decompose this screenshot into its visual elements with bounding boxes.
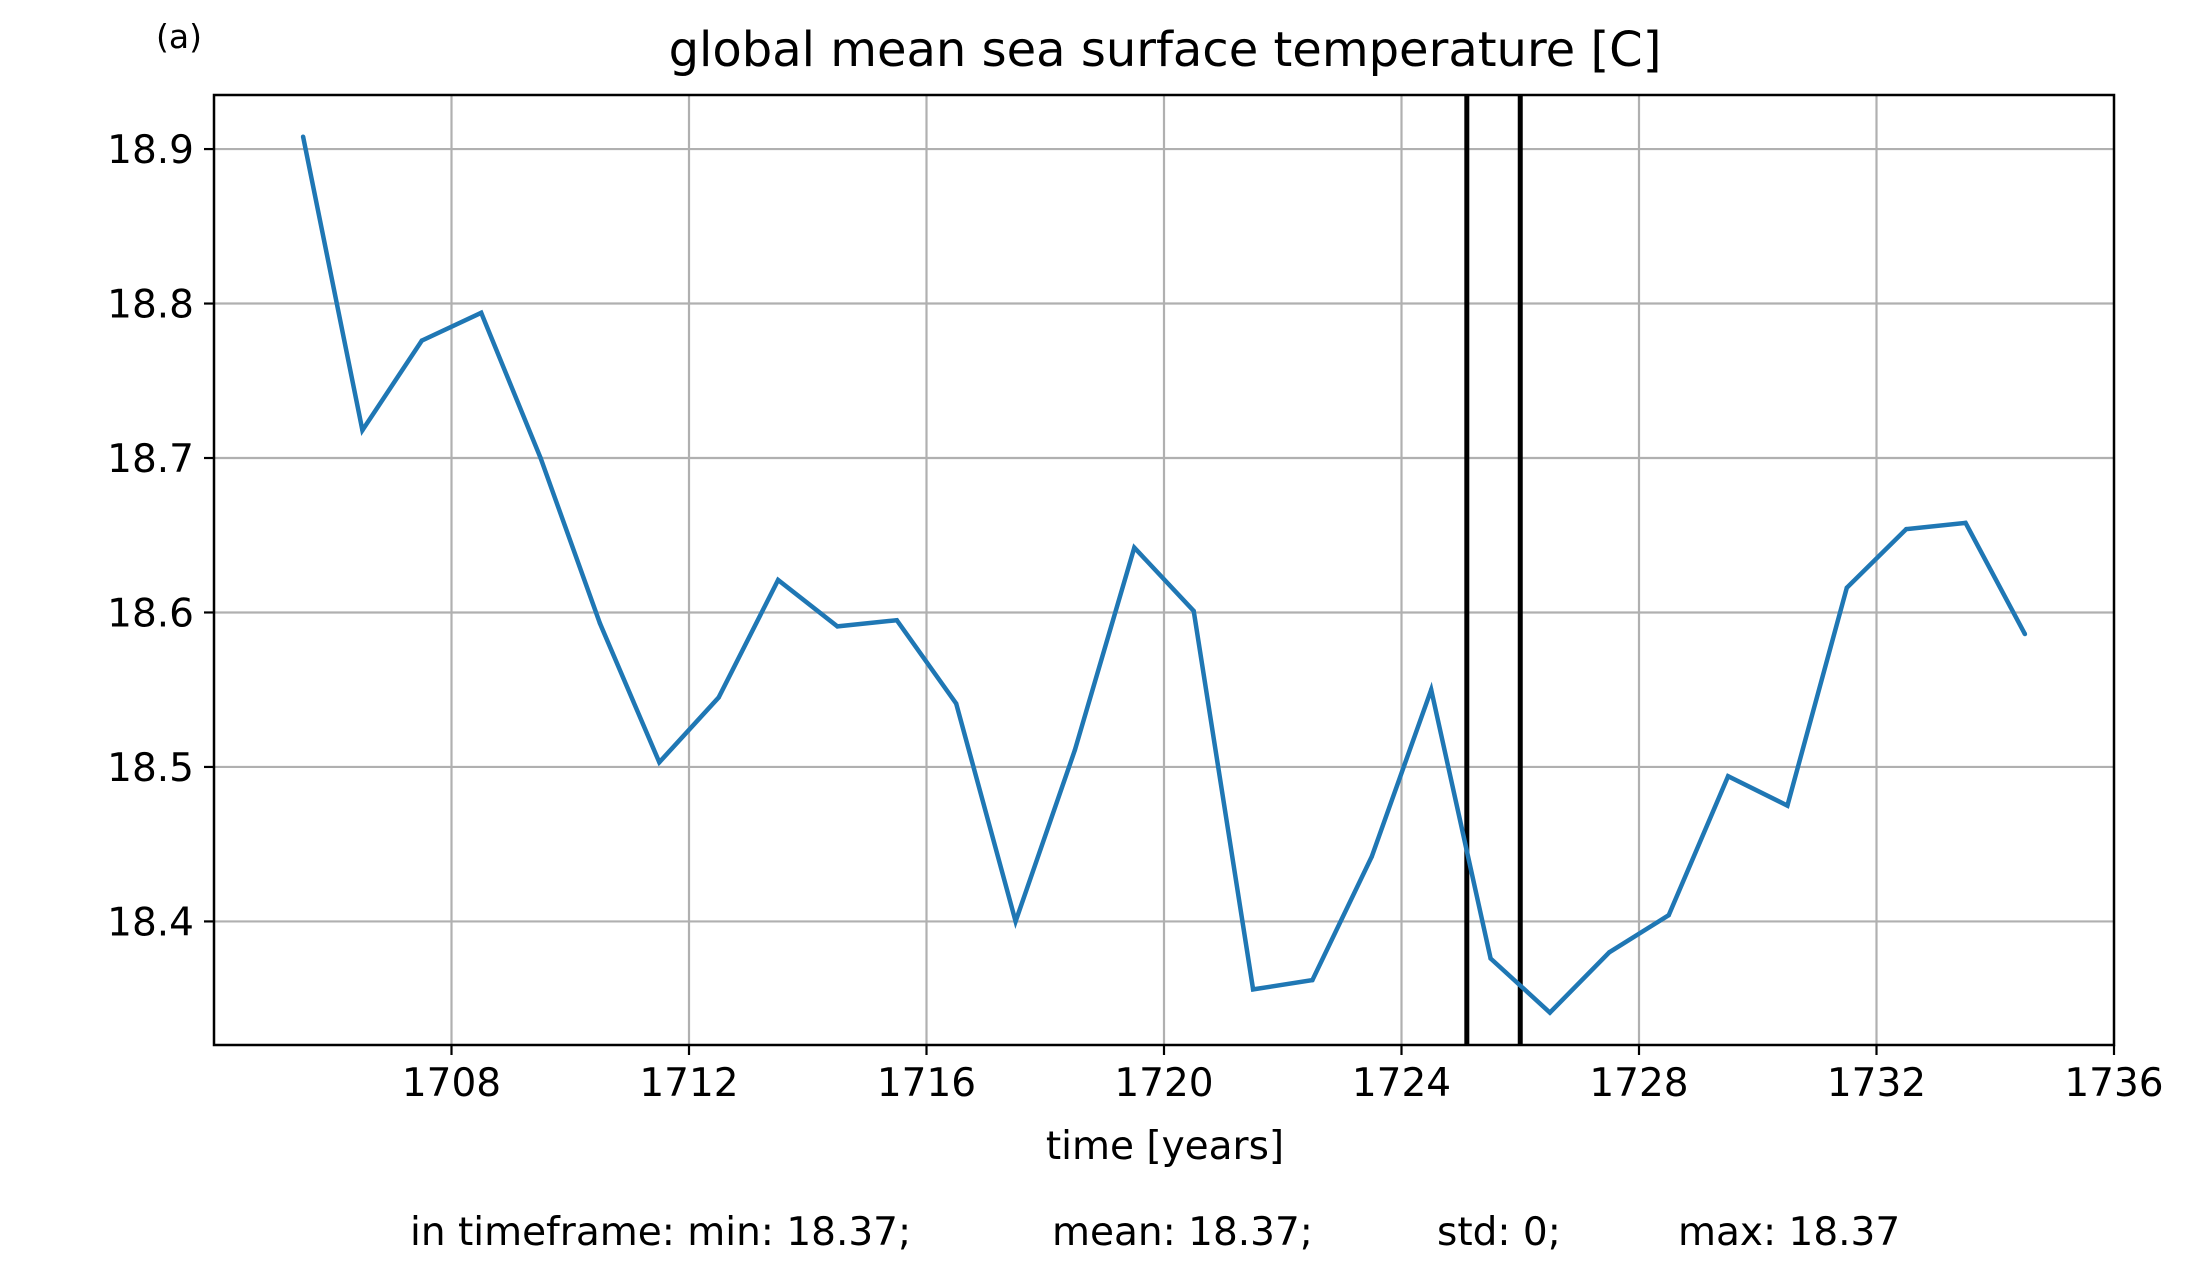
y-axis: 18.4 18.5 18.6 18.7 18.8 18.9	[107, 128, 214, 945]
data-point	[1666, 913, 1671, 918]
summary-max: max: 18.37	[1678, 1210, 1900, 1255]
y-tick-label: 18.7	[107, 437, 194, 482]
data-point	[478, 310, 484, 316]
data-point	[1607, 950, 1612, 955]
x-tick-label: 1724	[1352, 1061, 1451, 1106]
x-tick-label: 1708	[402, 1061, 501, 1106]
y-tick-label: 18.8	[107, 283, 194, 328]
data-point	[775, 577, 781, 583]
data-point	[894, 618, 900, 623]
summary-min: in timeframe: min: 18.37;	[410, 1210, 911, 1255]
data-point	[1250, 987, 1256, 992]
data-point	[1785, 803, 1790, 808]
data-point	[1963, 520, 1968, 526]
y-tick-label: 18.6	[107, 591, 194, 636]
x-axis-label: time [years]	[1046, 1124, 1284, 1169]
chart-title: global mean sea surface temperature [C]	[669, 22, 1662, 78]
x-tick-label: 1716	[877, 1061, 976, 1106]
data-point	[716, 695, 721, 700]
x-tick-label: 1732	[1827, 1061, 1926, 1106]
data-point	[1903, 526, 1909, 532]
x-tick-label: 1728	[1589, 1061, 1688, 1106]
x-axis: 1708 1712 1716 1720 1724 1728 1732 1736	[402, 1045, 2164, 1106]
data-point	[1844, 585, 1850, 590]
x-tick-label: 1712	[639, 1061, 738, 1106]
summary-mean: mean: 18.37;	[1052, 1210, 1313, 1255]
data-point	[1369, 854, 1375, 859]
y-tick-label: 18.9	[107, 128, 194, 173]
data-point	[835, 624, 840, 629]
data-point	[1072, 747, 1078, 753]
series-line	[300, 136, 2027, 1016]
x-tick-label: 1736	[2064, 1061, 2163, 1106]
y-tick-label: 18.5	[107, 746, 194, 791]
data-point	[657, 760, 662, 765]
data-point	[1191, 608, 1196, 614]
data-point	[360, 428, 365, 433]
y-tick-label: 18.4	[107, 900, 194, 945]
data-series	[300, 134, 2028, 1016]
data-point	[1428, 687, 1434, 692]
data-point	[1013, 919, 1018, 924]
summary-std: std: 0;	[1437, 1210, 1561, 1255]
data-point	[953, 701, 959, 706]
data-point	[1725, 774, 1731, 779]
grid	[214, 95, 2114, 1045]
reference-lines	[1464, 95, 1523, 1045]
data-point	[1132, 545, 1137, 550]
data-point	[300, 134, 306, 139]
data-point	[1547, 1010, 1553, 1015]
data-point	[1310, 977, 1315, 983]
data-point	[538, 455, 543, 461]
x-tick-label: 1720	[1114, 1061, 1213, 1106]
data-point	[419, 338, 425, 343]
data-point	[597, 621, 603, 626]
data-point	[2022, 631, 2028, 637]
data-point	[1488, 956, 1493, 961]
panel-label: (a)	[156, 17, 202, 56]
